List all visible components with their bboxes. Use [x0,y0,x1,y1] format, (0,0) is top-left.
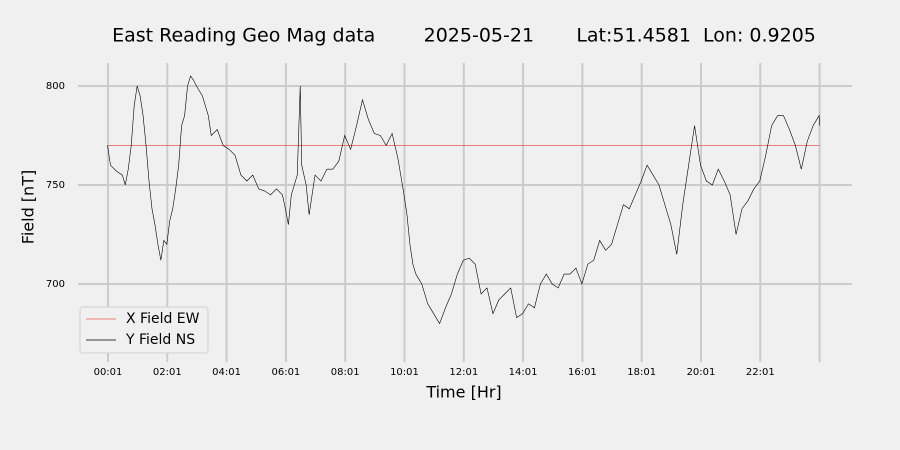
x-tick-label: 22:01 [746,367,775,378]
plot-lines [107,75,820,325]
legend: X Field EW Y Field NS [79,306,209,354]
chart-title: East Reading Geo Mag data 2025-05-21 Lat… [112,25,816,47]
x-tick-label: 20:01 [687,367,716,378]
x-tick-label: 10:01 [390,367,419,378]
legend-label: X Field EW [126,311,200,327]
legend-label: Y Field NS [125,332,195,348]
y-tick-label: 750 [46,180,65,191]
series-line [107,75,820,325]
y-tick-label: 700 [46,279,65,290]
x-tick-label: 08:01 [331,367,360,378]
x-tick-label: 02:01 [153,367,182,378]
x-tick-label: 16:01 [568,367,597,378]
x-tick-label: 14:01 [509,367,538,378]
x-tick-label: 00:01 [94,367,123,378]
legend-box [79,306,209,354]
x-tick-label: 12:01 [449,367,478,378]
x-axis-label: Time [Hr] [425,383,501,402]
x-tick-label: 18:01 [627,367,656,378]
x-tick-label: 06:01 [271,367,300,378]
y-axis-label: Field [nT] [19,170,38,244]
y-tick-label: 800 [46,81,65,92]
grid [78,63,852,362]
x-tick-label: 04:01 [212,367,241,378]
